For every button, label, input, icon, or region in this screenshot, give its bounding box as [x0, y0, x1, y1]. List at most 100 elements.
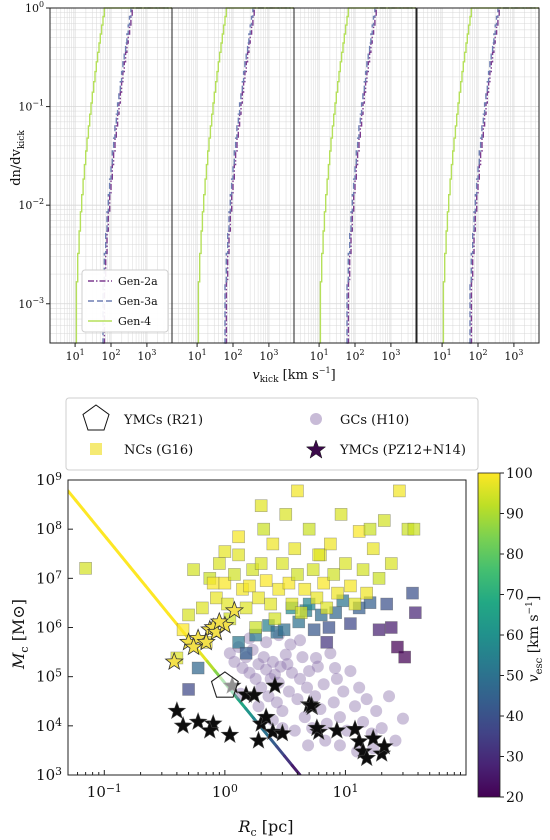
gc-point [291, 693, 304, 706]
vesc-line-segment [68, 489, 78, 502]
nc-point [360, 586, 373, 600]
y-tick-label: 104 [36, 716, 62, 735]
nc-point [327, 568, 341, 581]
ymc-star-point [244, 685, 264, 704]
nc-point [320, 601, 334, 615]
colorbar-tick-label: 50 [506, 669, 524, 685]
top-y-axis-label: dn/dvkick [9, 130, 27, 186]
ymc-star-point [173, 715, 193, 734]
nc-point [306, 563, 320, 576]
nc-point [239, 646, 253, 660]
ymc-star-point [256, 707, 276, 726]
nc-point [232, 530, 245, 544]
ymc-star-point [327, 720, 347, 739]
nc-point [384, 557, 398, 570]
series-line-gen-3a [101, 7, 172, 344]
gc-point [330, 672, 343, 685]
y-tick-label: 10−3 [18, 296, 44, 311]
nc-point [182, 608, 195, 622]
gc-point [327, 696, 340, 709]
top-legend: Gen-2a Gen-3a Gen-4 [81, 269, 169, 333]
ymc-star-point [188, 712, 208, 730]
nc-point [276, 557, 289, 570]
vesc-line-segment [283, 754, 294, 768]
nc-point [254, 557, 268, 570]
bottom-y-axis-label: Mc [M⊙] [9, 599, 31, 670]
vesc-line-segment [143, 584, 155, 597]
nc-point [372, 623, 386, 637]
nc-point [334, 508, 348, 521]
nc-point [249, 621, 262, 634]
ymc-star-point [249, 730, 268, 749]
ymc-star-point [167, 701, 187, 719]
nc-point [288, 542, 302, 556]
gc-point [383, 690, 396, 703]
y-tick-label: 108 [36, 519, 62, 538]
gc-point [317, 678, 330, 691]
gc-point [311, 660, 324, 673]
legend-item-gcs: GCs (H10) [310, 413, 409, 428]
panel-grid [416, 7, 540, 344]
colorbar-tick-label: 30 [506, 750, 524, 766]
x-tick-label: 102 [223, 348, 242, 363]
kick-panel-2: 101 102 103 [171, 7, 295, 363]
ymc-star-point [349, 731, 369, 750]
nc-point [182, 683, 195, 696]
nc-point [391, 640, 404, 654]
x-tick-label: 102 [101, 348, 120, 363]
colorbar-tick-label: 100 [506, 466, 533, 482]
x-tick-label: 101 [188, 348, 207, 363]
legend-item-gen-3a: Gen-3a [88, 295, 158, 308]
x-tick-label: 101 [332, 782, 358, 801]
scatter-ticks: 10−1 100 101 103 104 105 106 107 108 109 [36, 470, 461, 801]
legend-label-gen-4: Gen-4 [118, 315, 151, 328]
scatter-legend: YMCs (R21) GCs (H10) NCs (G16) YMCs (PZ1… [65, 397, 479, 471]
vesc-line-segment [167, 612, 178, 625]
y-tick-label: 103 [36, 765, 62, 784]
nc-point [218, 576, 232, 590]
x-tick-label: 102 [468, 348, 487, 363]
x-tick-label: 101 [310, 348, 329, 363]
legend-label-ymc-r21: YMCs (R21) [123, 413, 203, 428]
colorbar-tick-label: 40 [506, 709, 524, 725]
vesc-line-segment [128, 565, 140, 578]
gc-point [337, 685, 350, 698]
ymc-star-point [357, 748, 377, 767]
vesc-line-segment [120, 555, 132, 569]
gc-point [285, 666, 298, 679]
vesc-line-segment [290, 764, 302, 775]
vesc-line-segment [97, 527, 109, 540]
gc-point [236, 662, 249, 675]
gc-point [252, 658, 265, 671]
ymc-star-point [363, 728, 383, 747]
nc-point [294, 606, 308, 619]
gc-point [375, 722, 388, 735]
gc-point [281, 658, 294, 671]
vesc-line-segment [244, 707, 256, 720]
y-tick-label: 10−2 [18, 197, 44, 212]
legend-label-gen-2a: Gen-2a [118, 275, 158, 288]
vesc-line-segment [197, 650, 209, 663]
legend-item-gen-4: Gen-4 [88, 315, 151, 328]
vesc-line-segment [236, 697, 248, 711]
ymc-star-point [307, 718, 327, 737]
nc-point [322, 621, 336, 634]
vesc-line-segment [259, 726, 271, 739]
ymc-star-point [265, 676, 285, 694]
colorbar-tick-label: 80 [506, 547, 524, 563]
nc-point [291, 484, 304, 498]
gc-point [268, 668, 281, 681]
x-tick-label: 10−1 [87, 782, 122, 801]
colorbar: 20 40 60 80 100 30 50 70 90 [477, 466, 533, 806]
gc-point [223, 647, 236, 660]
series-line-gen-3a [468, 7, 539, 344]
pentagon-marker-icon [82, 404, 110, 431]
bright-star-point [183, 636, 204, 656]
vesc-line-segment [89, 517, 101, 531]
nc-point [312, 548, 325, 562]
x-tick-label: 100 [212, 782, 238, 801]
nc-point [317, 576, 330, 590]
mass-radius-chart: YMCs (R21) GCs (H10) NCs (G16) YMCs (PZ1… [9, 397, 545, 839]
nc-point [254, 499, 268, 513]
y-tick-label: 107 [36, 568, 62, 587]
